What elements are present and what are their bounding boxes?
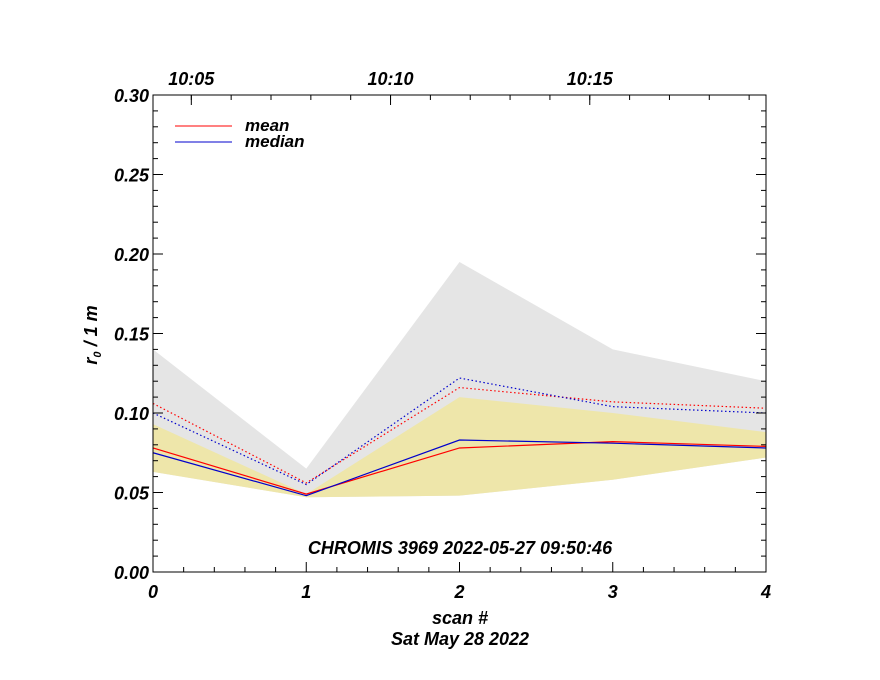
y-label-main: r [81,357,101,365]
top-tick-label: 10:05 [168,69,215,89]
bands-layer [153,261,766,498]
ticks-layer: 0.00 0.05 0.10 0.15 0.20 0.25 0.30 0 1 2 3 4 10:05 10… [114,69,771,602]
lines-layer [152,377,767,497]
legend-mean-label: mean [245,116,289,135]
y-label-rest: / 1 m [81,305,101,351]
y-tick-label: 0.15 [114,325,150,345]
x-axis-label: scan # [432,608,488,628]
y-label-subscript: 0 [92,351,104,358]
band-1 [153,397,766,498]
legend-median-label: median [245,132,305,151]
y-axis-label-text: r0 / 1 m [81,305,104,364]
top-tick-label: 10:15 [567,69,614,89]
x-tick-label: 3 [608,582,618,602]
series-line-2 [152,386,767,484]
y-tick-label: 0.05 [114,484,150,504]
chart-title: CHROMIS 3969 2022-05-27 09:50:46 [308,538,613,558]
y-tick-label: 0.10 [114,404,149,424]
x-tick-label: 2 [453,582,464,602]
legend: mean median [175,116,305,151]
top-tick-label: 10:10 [368,69,414,89]
x-tick-label: 1 [301,582,311,602]
date-label: Sat May 28 2022 [391,629,529,649]
y-axis-label: r0 / 1 m [81,305,104,364]
y-tick-label: 0.00 [114,563,149,583]
y-tick-label: 0.25 [114,166,150,186]
x-tick-label: 4 [760,582,771,602]
x-tick-label: 0 [148,582,158,602]
y-tick-label: 0.20 [114,245,149,265]
y-tick-label: 0.30 [114,86,149,106]
series-line-1 [152,439,767,497]
series-line-3 [152,377,767,486]
series-line-0 [152,441,767,495]
